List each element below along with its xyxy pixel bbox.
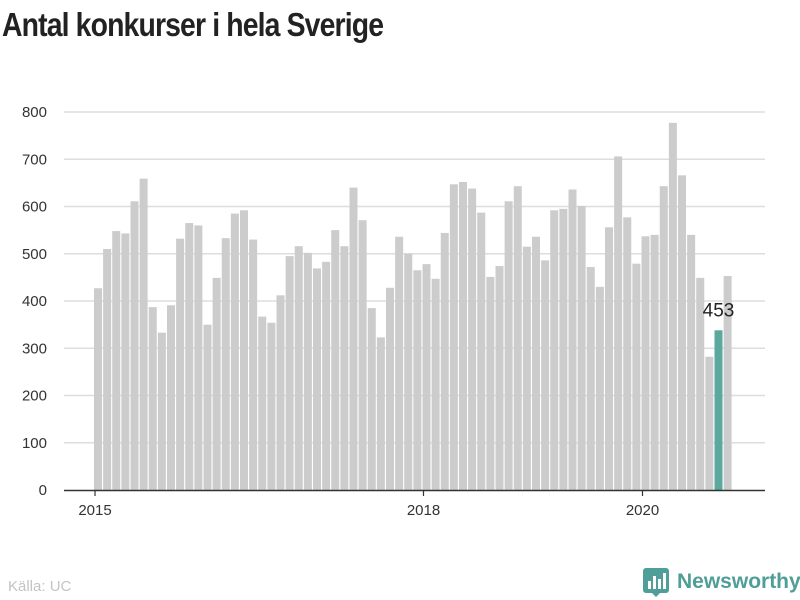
bar bbox=[139, 178, 148, 490]
y-tick-label: 200 bbox=[22, 388, 47, 405]
x-tick-label: 2020 bbox=[626, 502, 659, 519]
chart-title: Antal konkurser i hela Sverige bbox=[2, 6, 384, 43]
bar bbox=[696, 277, 705, 490]
bar bbox=[468, 188, 477, 491]
bar bbox=[221, 238, 230, 490]
bar-highlight bbox=[714, 330, 723, 490]
x-tick-label: 2018 bbox=[407, 502, 440, 519]
bar bbox=[541, 260, 550, 490]
bar bbox=[340, 246, 349, 490]
bar bbox=[705, 356, 714, 490]
bar bbox=[230, 213, 239, 490]
bar bbox=[386, 287, 394, 490]
bar bbox=[586, 266, 595, 490]
bar bbox=[157, 332, 166, 490]
bar bbox=[376, 337, 385, 490]
bar bbox=[559, 208, 568, 491]
bar bbox=[249, 239, 258, 490]
y-tick-label: 0 bbox=[39, 482, 47, 499]
bar bbox=[550, 210, 559, 490]
bar bbox=[413, 270, 422, 490]
brand-name: Newsworthy bbox=[677, 570, 800, 593]
y-tick-label: 100 bbox=[22, 435, 47, 452]
newsworthy-logo-icon bbox=[643, 568, 669, 597]
bar bbox=[185, 223, 194, 490]
bar bbox=[650, 234, 659, 490]
bar bbox=[623, 217, 632, 490]
bar bbox=[614, 156, 623, 491]
bar bbox=[322, 261, 331, 490]
bar bbox=[486, 276, 495, 490]
bar bbox=[176, 238, 185, 490]
bar bbox=[313, 268, 321, 490]
bar bbox=[294, 246, 303, 490]
bar bbox=[148, 307, 157, 490]
bar bbox=[723, 275, 732, 490]
bar bbox=[358, 220, 367, 490]
y-tick-label: 600 bbox=[22, 199, 47, 216]
bar bbox=[112, 231, 121, 490]
bar bbox=[267, 322, 276, 490]
bar bbox=[504, 201, 513, 491]
bar bbox=[687, 234, 696, 490]
bar bbox=[331, 230, 340, 490]
newsworthy-logo[interactable]: Newsworthy bbox=[643, 566, 800, 598]
bar bbox=[568, 189, 577, 491]
bar bbox=[349, 187, 358, 490]
bar bbox=[130, 201, 139, 491]
bar bbox=[240, 210, 248, 490]
bar bbox=[513, 186, 522, 490]
bar bbox=[678, 175, 686, 490]
bar bbox=[203, 324, 212, 490]
bar bbox=[431, 278, 440, 490]
y-axis-tick-labels: 0 100 200 300 400 500 600 700 800 bbox=[22, 104, 47, 499]
x-tick-label: 2015 bbox=[78, 502, 111, 519]
bars bbox=[94, 122, 732, 491]
bar bbox=[659, 186, 668, 490]
bar bbox=[103, 249, 112, 490]
bar bbox=[668, 122, 677, 491]
y-tick-label: 700 bbox=[22, 151, 47, 168]
bar bbox=[577, 206, 586, 490]
bar bbox=[477, 212, 486, 490]
bar bbox=[212, 277, 221, 490]
x-axis-ticks: 2015 2018 2020 bbox=[78, 490, 659, 519]
bar bbox=[121, 233, 130, 490]
bar bbox=[440, 232, 449, 490]
bar bbox=[495, 266, 504, 490]
bar bbox=[522, 246, 531, 490]
bar bbox=[632, 263, 641, 490]
bar bbox=[395, 236, 404, 490]
bar bbox=[595, 286, 604, 490]
bar bbox=[422, 264, 431, 490]
bar bbox=[459, 181, 467, 490]
bar bbox=[303, 252, 312, 490]
y-tick-label: 800 bbox=[22, 104, 47, 121]
y-tick-label: 500 bbox=[22, 246, 47, 263]
bar bbox=[167, 305, 175, 490]
y-tick-label: 400 bbox=[22, 293, 47, 310]
bar bbox=[641, 236, 650, 490]
bar bbox=[449, 184, 458, 491]
bar bbox=[94, 288, 102, 490]
bar bbox=[367, 308, 376, 490]
bar bbox=[194, 225, 203, 490]
source-credit: Källa: UC bbox=[8, 578, 72, 595]
bar bbox=[532, 236, 540, 490]
bar bbox=[285, 256, 294, 490]
highlight-value-label: 453 bbox=[703, 300, 735, 321]
bar bbox=[404, 253, 413, 490]
bar bbox=[605, 227, 613, 491]
bar bbox=[258, 316, 267, 490]
y-tick-label: 300 bbox=[22, 340, 47, 357]
bar bbox=[276, 295, 285, 490]
bar-chart: 0 100 200 300 400 500 600 700 800 2015 2018 2020 4… bbox=[22, 104, 765, 519]
